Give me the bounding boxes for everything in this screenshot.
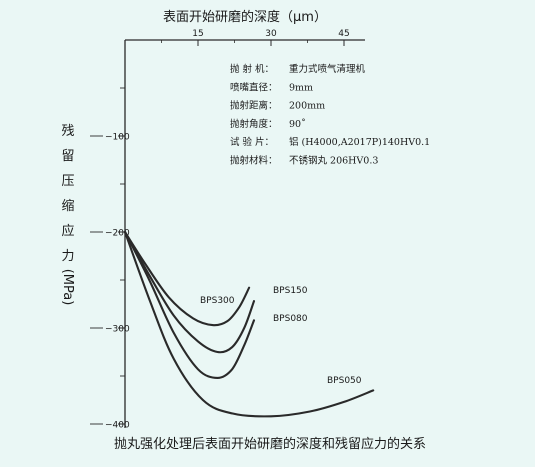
series-line-bps150 — [123, 230, 256, 354]
series-label-bps050: BPS050 — [327, 376, 362, 386]
y-axis-title-char: 应 — [61, 223, 74, 239]
x-tick-label: 15 — [192, 29, 203, 39]
x-axis-title: 表面开始研磨的深度（μm） — [163, 9, 327, 25]
y-axis-title-char: 缩 — [61, 198, 74, 214]
y-axis-title-char: 留 — [61, 149, 74, 164]
info-label: 喷嘴直径： — [230, 81, 278, 93]
info-value: 9mm — [289, 82, 313, 93]
y-tick-label: −100 — [105, 133, 130, 143]
y-tick-label: −300 — [105, 325, 130, 335]
y-tick-label: −200 — [105, 229, 130, 239]
y-tick-label: −400 — [105, 421, 130, 431]
info-value: 重力式喷气清理机 — [289, 63, 366, 75]
info-label: 抛射角度： — [230, 118, 278, 130]
series-label-bps300: BPS300 — [200, 296, 235, 306]
info-label: 试 验 片： — [230, 136, 274, 148]
series-label-bps080: BPS080 — [273, 314, 308, 324]
figure-caption: 抛丸强化处理后表面开始研磨的深度和残留应力的关系 — [114, 436, 426, 452]
info-label: 抛 射 机： — [230, 63, 274, 75]
info-value: 200mm — [289, 101, 325, 112]
series-labels: BPS300 BPS150 BPS080 BPS050 — [200, 286, 362, 386]
x-ticks: 15 30 45 — [161, 29, 350, 46]
axes — [124, 39, 365, 428]
x-tick-label: 45 — [338, 29, 349, 39]
series-line-bps300 — [123, 230, 251, 327]
series-curves — [123, 230, 375, 418]
y-ticks: −100 −200 −300 −400 — [90, 87, 130, 431]
y-axis-title-char: 残 — [61, 124, 74, 139]
info-value: 90˚ — [289, 118, 306, 130]
series-line-bps050 — [123, 230, 375, 418]
x-tick-label: 30 — [265, 29, 277, 39]
info-label: 抛射距离： — [230, 100, 278, 112]
y-axis-title-char: 压 — [61, 174, 74, 189]
series-label-bps150: BPS150 — [273, 286, 308, 296]
info-label: 抛射材料： — [230, 155, 278, 167]
y-axis-title-char: 力 — [61, 249, 74, 264]
info-value: 不锈钢丸 206HV0.3 — [289, 155, 378, 167]
info-value: 铝 (H4000,A2017P)140HV0.1 — [289, 136, 430, 148]
y-axis-unit: (MPa) — [60, 269, 75, 306]
series-line-bps080 — [123, 230, 256, 379]
